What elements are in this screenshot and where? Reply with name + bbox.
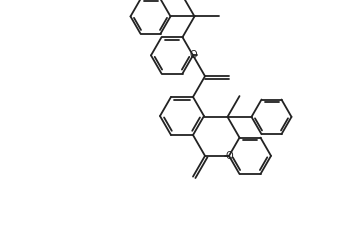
Text: O: O (189, 50, 197, 60)
Text: O: O (225, 151, 233, 161)
